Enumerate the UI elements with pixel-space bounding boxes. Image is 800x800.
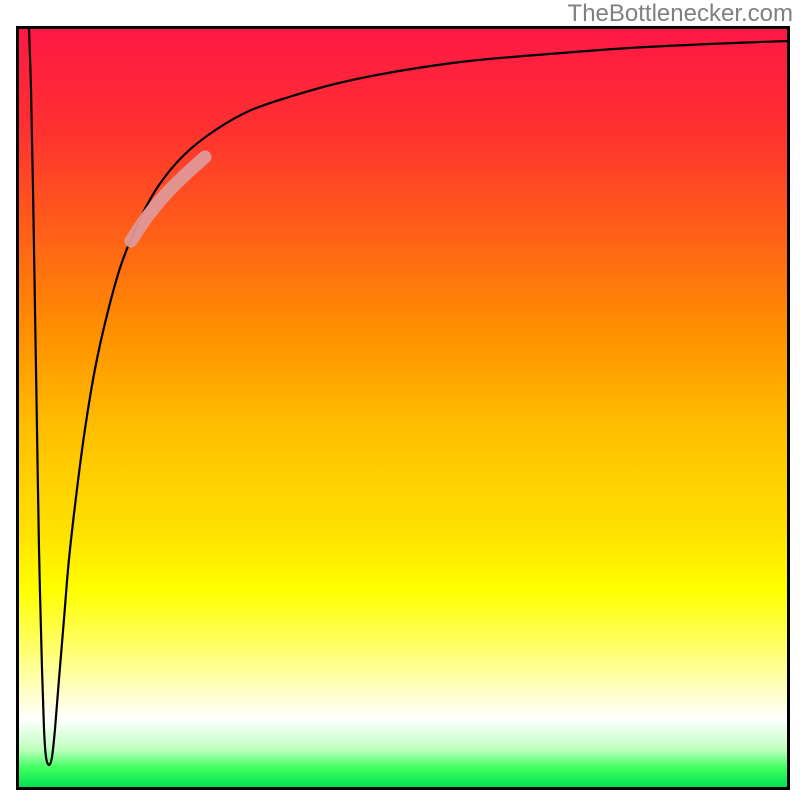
chart-frame [16,26,790,790]
watermark-text: TheBottlenecker.com [568,0,793,28]
chart-svg [19,29,787,787]
gradient-background [19,29,787,787]
